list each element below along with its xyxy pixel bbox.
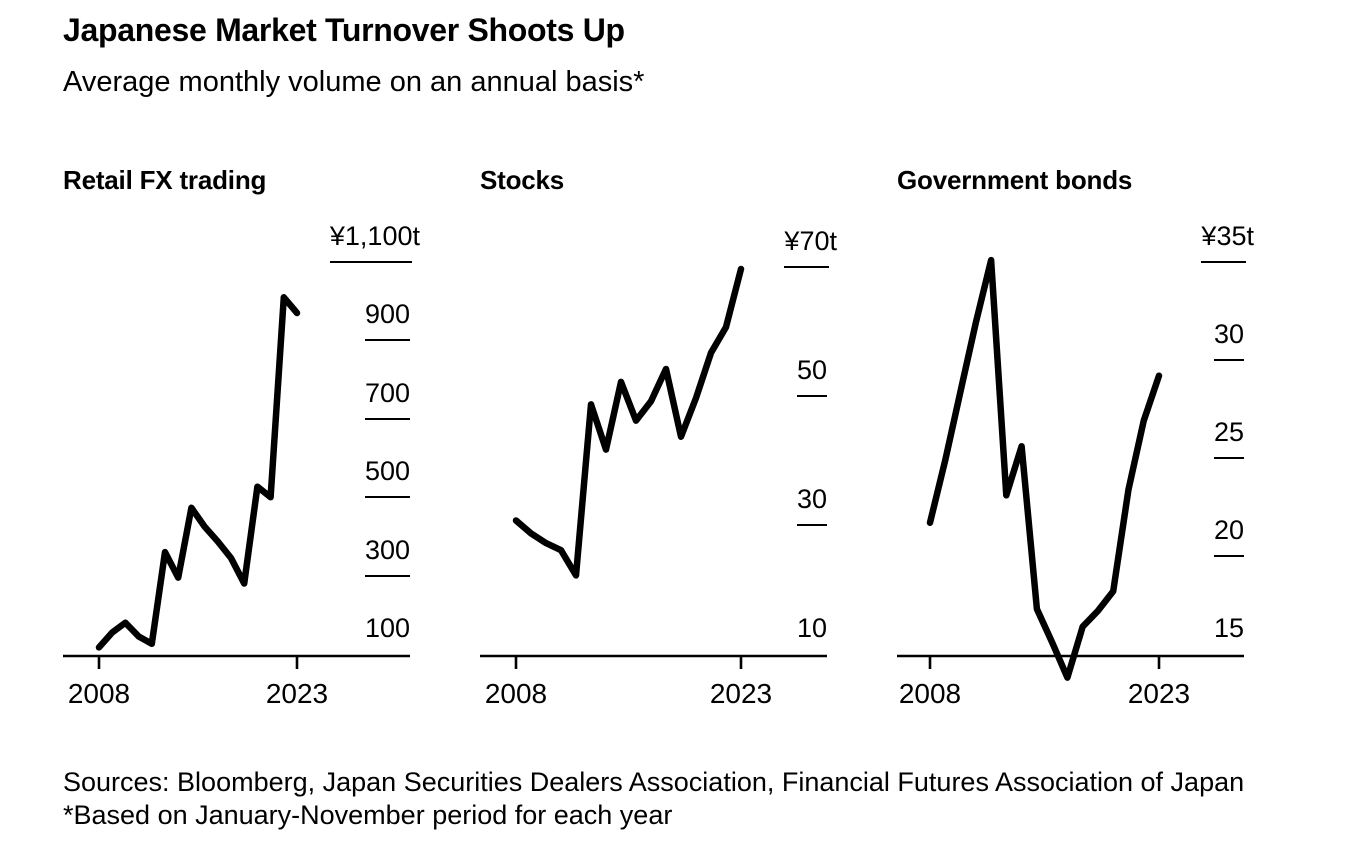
y-axis-tick-label: 10: [797, 614, 827, 642]
y-tick-value: 20: [1213, 516, 1244, 557]
y-axis-tick-label: 15: [1214, 614, 1244, 642]
y-axis-tick-label: 700: [364, 379, 410, 420]
stocks-plot: ¥70t 50 30 10 2008 2023: [480, 160, 837, 755]
y-axis-tick-label: 900: [364, 300, 410, 342]
y-axis-tick-label: 500: [364, 457, 410, 499]
x-axis-year-label: 2008: [898, 678, 962, 709]
panel-title-stocks: Stocks: [480, 165, 565, 195]
y-tick-value: 30: [1213, 320, 1244, 361]
panel-title-retail-fx: Retail FX trading: [63, 165, 267, 195]
y-axis-tick-label: 100: [365, 614, 410, 642]
panel-stocks: Stocks ¥70t 50 30 10 2008 2023: [480, 160, 837, 755]
y-axis-tick-label: ¥1,100t: [329, 221, 420, 263]
y-tick-value: 100: [364, 613, 410, 643]
x-axis-year-label: 2023: [709, 678, 773, 709]
chart-canvas: [63, 294, 410, 669]
y-axis-tick-label: 25: [1213, 418, 1244, 459]
panel-government-bonds: Government bonds ¥35t 30 25 20 15 2008 2023: [897, 160, 1254, 755]
y-tick-value: 500: [364, 457, 410, 499]
data-series-line: [926, 256, 1163, 681]
y-tick-unit: t: [412, 221, 420, 251]
y-tick-value: 700: [364, 379, 410, 420]
y-tick-value: 900: [364, 300, 410, 342]
footer-note: *Based on January-November period for ea…: [63, 800, 673, 830]
panel-title-government-bonds: Government bonds: [897, 165, 1133, 195]
y-tick-value: 10: [796, 613, 827, 643]
x-axis-year-label: 2023: [265, 678, 329, 709]
government-bonds-plot: ¥35t 30 25 20 15 2008 2023: [897, 160, 1254, 755]
y-tick-value: 50: [796, 356, 827, 397]
y-axis-tick-label: 30: [1213, 320, 1244, 361]
y-tick-value: 300: [364, 536, 410, 577]
y-tick-value: 30: [796, 485, 827, 526]
y-tick-value: ¥70: [784, 227, 830, 268]
data-series-line: [512, 265, 745, 579]
x-axis-year-label: 2023: [1127, 678, 1191, 709]
y-tick-unit: t: [1246, 221, 1254, 251]
y-axis-tick-label: 50: [796, 356, 827, 397]
y-tick-value: 25: [1213, 418, 1244, 459]
x-axis-year-label: 2008: [484, 678, 548, 709]
chart-canvas: [480, 265, 827, 669]
chart-canvas: [897, 256, 1244, 681]
y-axis-tick-label: ¥70t: [784, 227, 837, 268]
y-axis-tick-label: 20: [1213, 516, 1244, 557]
y-tick-value: ¥1,100: [329, 222, 413, 263]
y-axis-tick-label: 30: [796, 485, 827, 526]
y-axis-tick-label: ¥35t: [1201, 222, 1254, 263]
data-series-line: [95, 294, 301, 651]
y-tick-value: ¥35: [1201, 222, 1247, 263]
footer-sources: Sources: Bloomberg, Japan Securities Dea…: [63, 767, 1245, 797]
panel-retail-fx-trading: Retail FX trading ¥1,100t 900 700 500 300 100…: [63, 160, 420, 755]
page-subtitle: Average monthly volume on an annual basi…: [63, 66, 645, 98]
y-tick-unit: t: [829, 226, 837, 256]
retail-fx-plot: ¥1,100t 900 700 500 300 100 2008 2023: [63, 160, 420, 755]
y-tick-value: 15: [1213, 613, 1244, 643]
y-axis-tick-label: 300: [364, 536, 410, 577]
page-title: Japanese Market Turnover Shoots Up: [63, 12, 625, 48]
x-axis-year-label: 2008: [67, 678, 131, 709]
